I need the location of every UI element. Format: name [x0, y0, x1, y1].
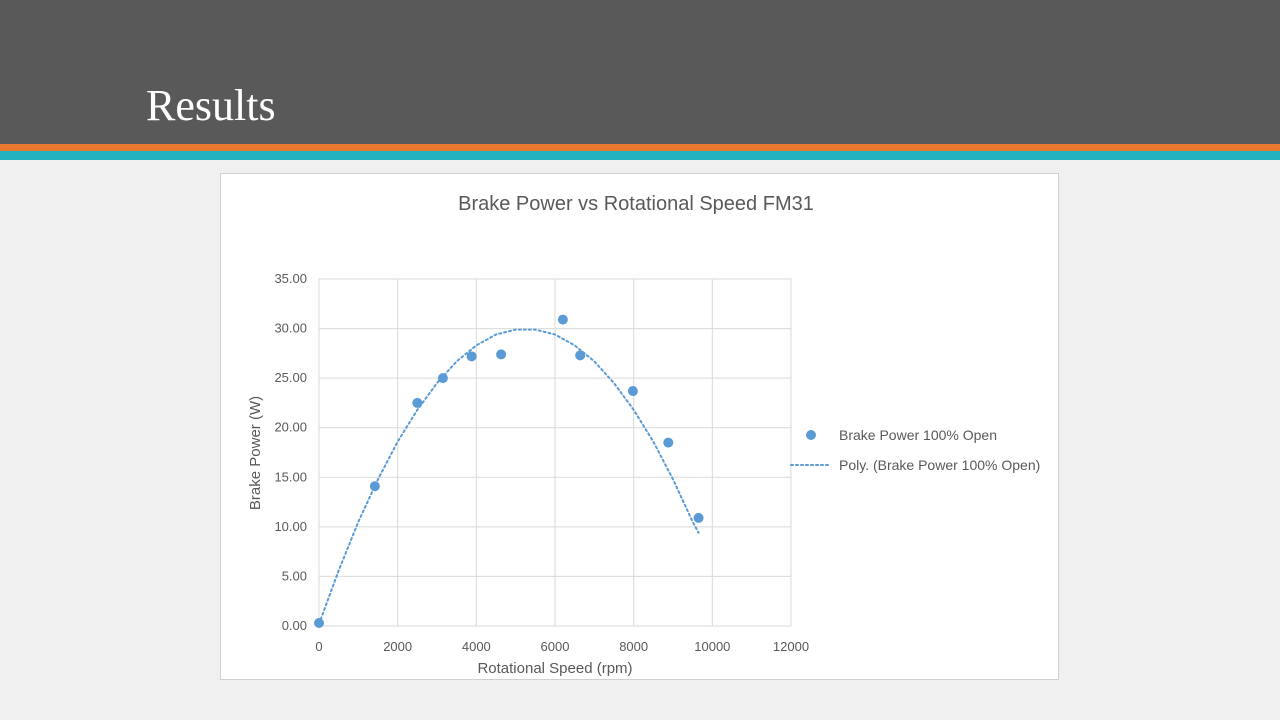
x-tick-label: 2000: [383, 639, 412, 654]
data-point: [693, 512, 704, 523]
legend-label: Brake Power 100% Open: [839, 427, 997, 443]
chart-frame: Brake Power vs Rotational Speed FM31 0.0…: [220, 173, 1059, 680]
legend-label: Poly. (Brake Power 100% Open): [839, 457, 1040, 473]
y-tick-label: 20.00: [274, 420, 307, 435]
data-point: [496, 349, 507, 360]
chart-title: Brake Power vs Rotational Speed FM31: [458, 193, 814, 215]
x-tick-label: 6000: [541, 639, 570, 654]
chart-series: [314, 314, 704, 629]
accent-stripe-teal: [0, 151, 1280, 160]
chart-legend: Brake Power 100% Open Poly. (Brake Power …: [790, 427, 1040, 473]
header-bar: [0, 0, 1280, 144]
x-tick-label: 12000: [773, 639, 809, 654]
y-tick-label: 15.00: [274, 469, 307, 484]
slide-title: Results: [146, 81, 276, 130]
y-tick-label: 10.00: [274, 519, 307, 534]
x-tick-label: 4000: [462, 639, 491, 654]
trendline-poly: [318, 328, 700, 625]
x-tick-label: 10000: [694, 639, 730, 654]
legend-marker: [806, 430, 816, 440]
x-axis-title: Rotational Speed (rpm): [477, 660, 632, 677]
y-axis-title: Brake Power (W): [247, 396, 264, 510]
data-point: [627, 386, 638, 397]
x-tick-label: 8000: [619, 639, 648, 654]
chart-grid: [318, 278, 792, 627]
data-point: [437, 373, 448, 384]
data-point: [557, 314, 568, 325]
data-point: [369, 481, 380, 492]
chart-ticks: 0.00 5.00 10.00 15.00 20.00 25.00 30.00 35.00 0 2…: [274, 271, 809, 654]
accent-stripe-orange: [0, 144, 1280, 151]
data-point: [466, 351, 477, 362]
y-tick-label: 0.00: [282, 618, 307, 633]
x-tick-label: 0: [315, 639, 322, 654]
y-tick-label: 25.00: [274, 370, 307, 385]
data-point: [663, 437, 674, 448]
y-tick-label: 5.00: [282, 568, 307, 583]
chart-svg: Brake Power vs Rotational Speed FM31 0.0…: [247, 193, 1040, 677]
y-tick-label: 35.00: [274, 271, 307, 286]
y-tick-label: 30.00: [274, 321, 307, 336]
